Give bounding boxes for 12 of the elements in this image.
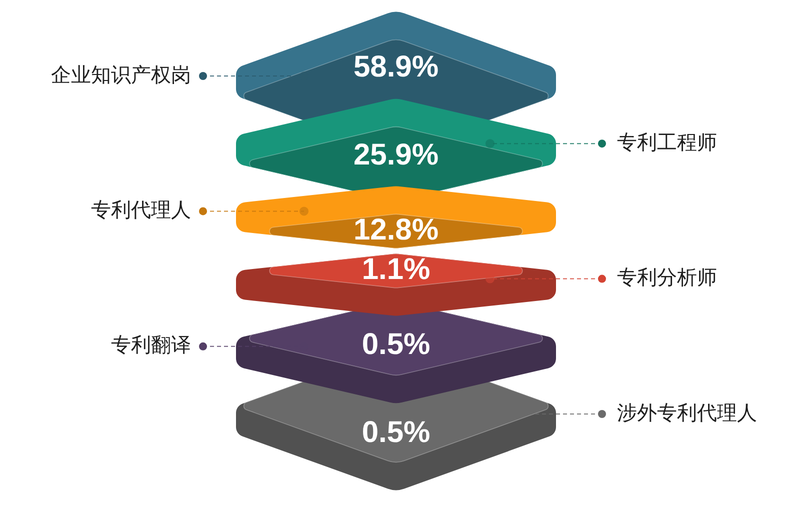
category-label: 专利翻译 xyxy=(111,334,191,357)
data-label: 0.5% xyxy=(362,416,430,450)
data-label: 12.8% xyxy=(353,213,439,246)
data-label: 25.9% xyxy=(353,138,439,172)
data-label: 1.1% xyxy=(362,253,430,286)
data-label: 58.9% xyxy=(353,50,439,84)
category-label: 专利工程师 xyxy=(617,132,717,154)
category-label: 专利分析师 xyxy=(617,267,717,290)
category-label: 涉外专利代理人 xyxy=(617,402,757,424)
category-label: 专利代理人 xyxy=(91,199,191,222)
category-label: 企业知识产权岗 xyxy=(51,64,191,86)
data-label: 0.5% xyxy=(362,328,430,362)
